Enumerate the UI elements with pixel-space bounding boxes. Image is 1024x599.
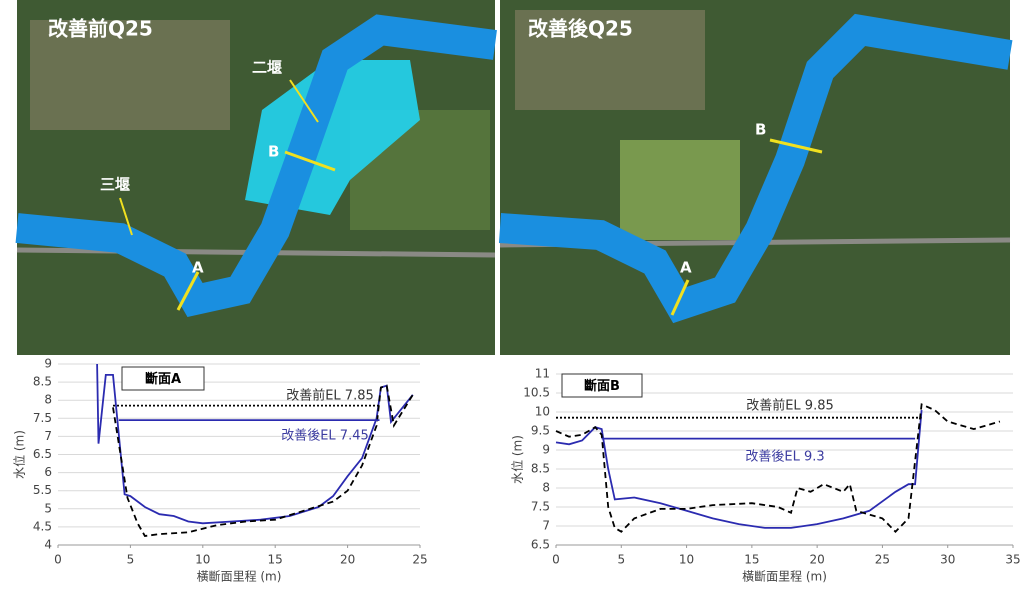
series-line <box>555 403 1001 533</box>
map-title: 改善前Q25 <box>48 17 153 41</box>
x-tick-label: 0 <box>552 553 560 567</box>
x-tick-label: 10 <box>679 553 694 567</box>
field <box>620 140 740 240</box>
box-label: 斷面B <box>584 378 620 394</box>
y-tick-label: 6.5 <box>531 538 550 552</box>
x-tick-label: 5 <box>617 553 625 567</box>
x-tick-label: 15 <box>744 553 759 567</box>
annotation: 改善後EL 9.3 <box>745 449 824 465</box>
series-line <box>555 410 923 529</box>
x-tick-label: 10 <box>195 553 210 567</box>
y-tick-label: 4.5 <box>33 519 52 533</box>
y-tick-label: 8 <box>542 481 550 495</box>
y-axis-label: 水位 (m) <box>510 435 525 484</box>
label-box <box>121 366 205 391</box>
box-label: 斷面A <box>145 371 181 387</box>
map-label: B <box>755 121 766 139</box>
map-label: 三堰 <box>100 176 130 194</box>
x-axis-label: 橫斷面里程 (m) <box>742 569 827 584</box>
map-label: B <box>268 143 279 161</box>
x-tick-label: 5 <box>127 553 135 567</box>
section-line <box>769 138 823 154</box>
y-tick-label: 7 <box>542 519 550 533</box>
x-tick-label: 0 <box>54 553 62 567</box>
y-tick-label: 7.5 <box>531 500 550 514</box>
y-axis-label: 水位 (m) <box>12 430 27 479</box>
annotation: 改善前EL 7.85 <box>286 388 374 404</box>
y-tick-label: 7 <box>44 429 52 443</box>
section-line <box>670 279 690 316</box>
map-label: A <box>680 259 692 277</box>
label-box <box>561 373 643 398</box>
y-tick-label: 10.5 <box>523 386 550 400</box>
map-title: 改善後Q25 <box>528 17 633 41</box>
x-tick-label: 15 <box>268 553 283 567</box>
x-tick-label: 20 <box>810 553 825 567</box>
x-tick-label: 25 <box>875 553 890 567</box>
river <box>15 14 497 318</box>
y-tick-label: 8.5 <box>33 375 52 389</box>
y-tick-label: 5 <box>44 501 52 515</box>
x-tick-label: 30 <box>940 553 955 567</box>
map-label: A <box>192 259 204 277</box>
y-tick-label: 9 <box>44 357 52 371</box>
series-line <box>112 384 414 537</box>
y-tick-label: 10 <box>535 405 550 419</box>
y-tick-label: 6.5 <box>33 447 52 461</box>
x-axis-label: 橫斷面里程 (m) <box>197 569 282 584</box>
x-tick-label: 25 <box>412 553 427 567</box>
annotation: 改善後EL 7.45 <box>281 428 369 444</box>
farm <box>515 10 705 110</box>
map-label: 二堰 <box>252 59 282 77</box>
y-tick-label: 5.5 <box>33 483 52 497</box>
section-line <box>176 271 200 311</box>
pointer <box>119 197 133 236</box>
pointer <box>289 79 319 123</box>
map-left: 改善前Q25 二堰 B 三堰 A <box>15 0 497 355</box>
y-tick-label: 7.5 <box>33 411 52 425</box>
annotation: 改善前EL 9.85 <box>746 398 834 414</box>
y-tick-label: 4 <box>44 538 52 552</box>
farm <box>30 20 230 130</box>
y-tick-label: 11 <box>535 367 550 381</box>
y-tick-label: 9 <box>542 443 550 457</box>
y-tick-label: 9.5 <box>531 424 550 438</box>
river <box>498 13 1013 324</box>
y-tick-label: 8 <box>44 393 52 407</box>
x-tick-label: 20 <box>340 553 355 567</box>
section-line <box>284 150 336 172</box>
y-tick-label: 6 <box>44 465 52 479</box>
y-tick-label: 8.5 <box>531 462 550 476</box>
map-right: 改善後Q25 B A <box>498 0 1013 355</box>
x-tick-label: 35 <box>1005 553 1020 567</box>
